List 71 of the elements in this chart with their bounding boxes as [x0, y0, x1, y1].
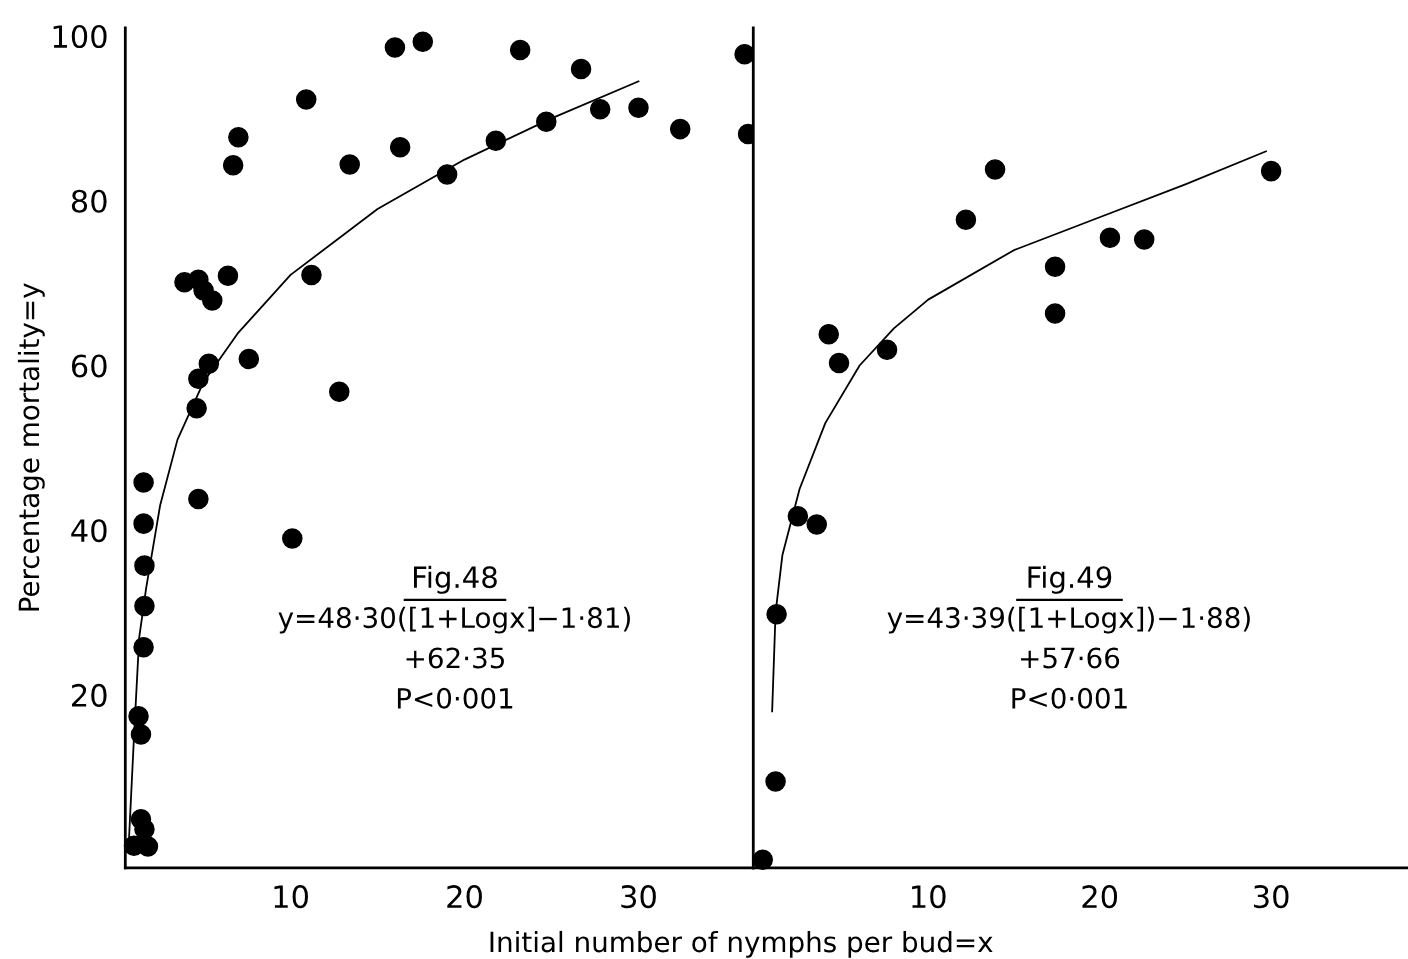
x-tick-label: 20	[1082, 885, 1118, 909]
point	[1044, 256, 1066, 277]
point	[228, 127, 249, 148]
point	[765, 771, 786, 792]
point	[1133, 229, 1155, 250]
point	[134, 555, 155, 576]
point	[570, 58, 592, 80]
x-tick-label: 30	[621, 885, 656, 909]
point	[134, 818, 155, 840]
point	[589, 99, 611, 120]
point	[339, 154, 360, 175]
point	[301, 264, 322, 286]
point	[137, 836, 159, 857]
y-tick-label: 100	[53, 24, 107, 49]
point	[188, 488, 209, 510]
point	[1260, 160, 1282, 182]
point	[485, 130, 507, 151]
point	[133, 472, 154, 493]
point	[955, 209, 977, 230]
point	[412, 31, 434, 53]
y-tick-label: 60	[71, 354, 107, 378]
point	[188, 368, 209, 389]
point	[1044, 303, 1066, 324]
annotation: Fig.49	[1028, 565, 1112, 594]
annotation: y=43·39([1+Logx])−1·88)	[887, 606, 1250, 634]
x-tick-label: 20	[447, 885, 482, 909]
point	[128, 706, 149, 727]
point	[806, 514, 827, 535]
point	[734, 43, 755, 65]
x-tick-label: 10	[912, 885, 946, 909]
annotation: +62·35	[406, 647, 504, 669]
point	[295, 89, 317, 110]
point	[282, 528, 303, 549]
point	[198, 353, 220, 375]
point	[984, 159, 1006, 180]
point	[828, 352, 850, 374]
point	[628, 97, 649, 118]
point	[238, 348, 260, 370]
point	[766, 603, 787, 625]
x-axis-title: Initial number of nymphs per bud=x	[490, 930, 993, 958]
point	[536, 111, 557, 132]
x-tick-label: 10	[274, 885, 308, 909]
point	[876, 339, 898, 361]
point	[752, 849, 773, 870]
point	[133, 636, 154, 658]
point	[130, 724, 152, 745]
y-tick-label: 80	[71, 189, 107, 213]
point	[787, 505, 809, 527]
point	[669, 118, 691, 140]
point	[217, 265, 239, 286]
point	[509, 39, 531, 61]
point	[384, 37, 406, 58]
annotation: +57·66	[1021, 647, 1120, 669]
point	[329, 381, 350, 403]
point	[202, 290, 223, 311]
point	[436, 164, 458, 185]
y-axis-title: Percentage mortality=y	[17, 283, 45, 611]
y-tick-label: 20	[72, 683, 107, 707]
x-tick-label: 30	[1254, 885, 1289, 909]
point	[1099, 227, 1121, 249]
point	[186, 398, 207, 419]
point	[222, 155, 244, 176]
annotation: P<0·001	[397, 687, 513, 709]
point	[133, 513, 154, 534]
annotation: Fig.48	[414, 565, 497, 594]
y-tick-label: 40	[71, 519, 107, 543]
annotation: y=48·30([1+Logx]−1·81)	[278, 606, 630, 634]
point	[134, 595, 155, 617]
point	[818, 323, 839, 345]
point	[389, 136, 411, 158]
annotation: P<0·001	[1012, 687, 1127, 709]
